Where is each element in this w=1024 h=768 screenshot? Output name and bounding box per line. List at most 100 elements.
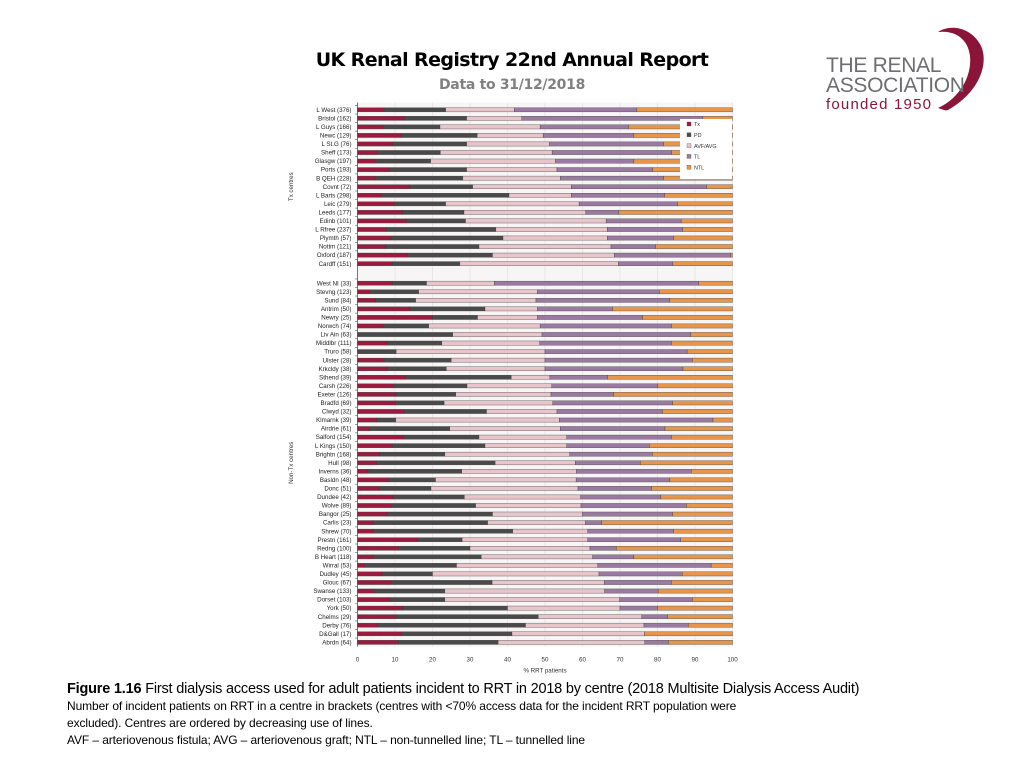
bar-pd-8 (375, 175, 464, 181)
bar-pd-29 (386, 366, 447, 371)
bar-avfavg-28 (451, 357, 546, 363)
bar-ntl-60 (644, 631, 733, 637)
centre-label: Carsh (226) (319, 383, 352, 390)
bar-tl-32 (550, 392, 614, 397)
bar-pd-19 (392, 280, 427, 286)
bar-tx-49 (357, 537, 419, 542)
bar-pd-61 (398, 640, 499, 645)
centre-label: Newc (129) (320, 133, 352, 140)
bar-ntl-36 (664, 426, 733, 431)
x-tick-label: 10 (392, 657, 399, 664)
bar-ntl-31 (657, 383, 733, 389)
centre-label: Wirral (53) (323, 562, 352, 569)
bar-pd-14 (386, 227, 497, 232)
bar-tx-17 (357, 252, 408, 258)
bar-tx-54 (357, 580, 392, 585)
legend-swatch-tl (686, 154, 692, 159)
bar-ntl-59 (688, 622, 733, 628)
bar-tx-5 (357, 150, 378, 155)
bar-tl-1 (521, 116, 704, 121)
bar-pd-22 (409, 306, 486, 312)
centre-label: B Heart (118) (315, 554, 352, 561)
bar-pd-6 (374, 158, 431, 164)
bar-pd-58 (395, 614, 539, 619)
bar-tx-30 (357, 374, 406, 380)
bar-avfavg-12 (463, 210, 587, 215)
bar-tx-26 (357, 340, 389, 346)
bar-tx-45 (357, 503, 392, 508)
bar-ntl-49 (680, 537, 733, 542)
bar-pd-36 (369, 426, 450, 431)
bar-pd-17 (407, 252, 493, 258)
bar-ntl-32 (613, 392, 733, 397)
logo-line-1: THE RENAL (826, 54, 942, 77)
bar-pd-44 (392, 494, 465, 500)
bar-pd-16 (385, 244, 480, 249)
bar-avfavg-27 (395, 349, 546, 354)
group-label: Non-Tx centres (288, 442, 295, 484)
centre-label: Newry (25) (321, 315, 351, 322)
bar-tl-31 (551, 383, 659, 389)
centre-label: Abrdn (64) (322, 639, 351, 646)
bar-avfavg-13 (465, 218, 607, 224)
bar-pd-32 (395, 392, 456, 397)
centre-label: West NI (33) (317, 280, 352, 287)
bar-tx-24 (357, 323, 384, 329)
bar-pd-5 (377, 150, 441, 155)
centre-label: Bristol (162) (318, 115, 351, 122)
bar-ntl-37 (671, 434, 733, 440)
bar-avfavg-31 (466, 383, 552, 389)
bar-avfavg-3 (476, 133, 544, 138)
bar-tl-44 (580, 494, 662, 500)
bar-tx-36 (357, 426, 371, 431)
bar-tx-7 (357, 167, 390, 172)
bar-pd-11 (394, 201, 446, 207)
bar-tl-22 (537, 306, 613, 312)
bar-tx-48 (357, 528, 374, 534)
bar-avfavg-59 (525, 622, 645, 628)
bar-tl-47 (585, 520, 602, 525)
bar-tx-14 (357, 227, 387, 232)
centre-label: Wolve (89) (322, 503, 352, 510)
bar-ntl-20 (659, 289, 733, 295)
bar-tl-29 (544, 366, 684, 371)
bar-tx-1 (357, 116, 405, 121)
bar-tx-28 (357, 357, 385, 363)
legend-label: NTL (694, 165, 704, 171)
bar-pd-15 (390, 235, 504, 241)
bar-tl-53 (598, 571, 683, 577)
bar-pd-46 (387, 511, 493, 517)
bar-ntl-11 (677, 201, 733, 207)
legend-swatch-ntl (686, 165, 692, 170)
centre-label: L Kings (150) (315, 443, 352, 450)
centre-label: Brightn (168) (316, 451, 352, 458)
bar-pd-59 (377, 622, 526, 628)
bar-ntl-44 (660, 494, 733, 500)
bar-tl-56 (619, 597, 693, 602)
bar-ntl-39 (652, 451, 733, 457)
bar-avfavg-22 (484, 306, 538, 312)
bar-ntl-18 (672, 261, 733, 266)
bar-tl-2 (539, 124, 629, 130)
bar-pd-12 (402, 210, 465, 215)
bar-pd-10 (381, 193, 510, 198)
legend-label: Tx (694, 122, 700, 128)
bar-tx-15 (357, 235, 392, 241)
bar-tl-45 (580, 503, 687, 508)
group-label: Tx centres (288, 172, 295, 201)
centre-label: Donc (51) (324, 486, 351, 493)
x-tick-label: 80 (654, 657, 661, 664)
bar-tx-10 (357, 193, 383, 198)
bar-ntl-42 (669, 477, 733, 483)
bar-tl-34 (556, 409, 663, 414)
bar-tl-59 (643, 622, 689, 628)
bar-avfavg-41 (461, 469, 577, 474)
centre-label: Krkcldy (38) (318, 366, 351, 373)
bar-tl-20 (537, 289, 660, 295)
x-tick-label: 30 (467, 657, 474, 664)
bar-avfavg-20 (418, 289, 538, 295)
centre-label: Plymth (57) (320, 235, 352, 242)
bar-tx-39 (357, 451, 381, 457)
centre-label: Glouc (67) (323, 580, 352, 587)
bar-tl-46 (582, 511, 673, 517)
